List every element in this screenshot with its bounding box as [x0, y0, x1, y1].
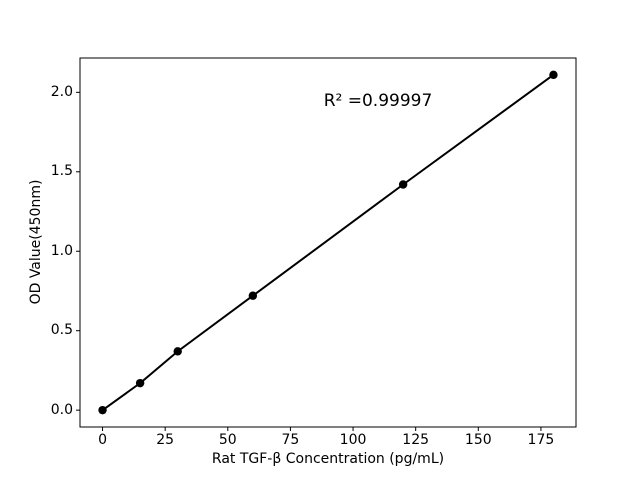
x-axis-label: Rat TGF-β Concentration (pg/mL): [211, 451, 445, 467]
x-tick-label: 100: [339, 432, 367, 448]
x-tick-label: 25: [156, 432, 175, 448]
data-point: [173, 347, 182, 356]
axes-frame: [79, 57, 577, 428]
data-point: [98, 405, 107, 415]
x-tick-label: 125: [402, 432, 430, 448]
x-tick-label: 150: [464, 432, 492, 448]
y-tick-label: 0.5: [50, 322, 73, 339]
x-tick-label: 0: [98, 432, 107, 448]
y-tick-label: 1.5: [50, 163, 73, 180]
r-squared-annotation: R² =0.99997: [323, 91, 433, 111]
y-tick-label: 2.0: [50, 83, 73, 100]
data-point: [248, 291, 258, 300]
y-tick-label: 0.0: [50, 401, 73, 418]
data-point: [135, 378, 145, 388]
standard-curve-line: [101, 73, 555, 412]
y-axis-label: OD Value(450nm): [28, 179, 44, 305]
y-tick-label: 1.0: [50, 242, 73, 259]
x-tick-label: 175: [527, 432, 555, 448]
data-point: [398, 180, 408, 189]
x-tick-label: 75: [281, 432, 300, 448]
data-point: [549, 70, 558, 80]
x-tick-label: 50: [218, 432, 237, 448]
